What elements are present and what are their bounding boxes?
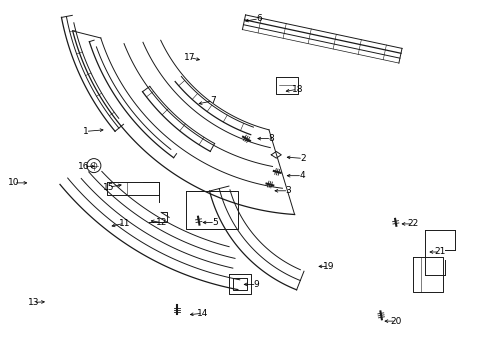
Text: 10: 10 xyxy=(8,178,20,187)
Text: 11: 11 xyxy=(119,219,130,228)
Text: 16: 16 xyxy=(78,162,90,171)
Text: 1: 1 xyxy=(82,127,88,136)
Text: 5: 5 xyxy=(212,218,218,227)
Text: 6: 6 xyxy=(256,14,262,23)
Text: 7: 7 xyxy=(209,96,215,105)
Text: 15: 15 xyxy=(102,183,114,192)
Text: 13: 13 xyxy=(27,298,39,307)
Text: 14: 14 xyxy=(197,309,208,318)
Text: 22: 22 xyxy=(407,219,418,228)
Text: 8: 8 xyxy=(268,134,274,143)
Text: 12: 12 xyxy=(155,218,167,227)
Text: 17: 17 xyxy=(183,53,195,62)
Text: 18: 18 xyxy=(291,85,303,94)
Text: 2: 2 xyxy=(300,154,305,163)
Text: 4: 4 xyxy=(299,171,305,180)
Text: 3: 3 xyxy=(285,186,291,195)
Text: 20: 20 xyxy=(389,317,401,325)
Text: 19: 19 xyxy=(322,262,334,271)
Text: 21: 21 xyxy=(433,247,445,256)
Text: 9: 9 xyxy=(253,280,259,289)
